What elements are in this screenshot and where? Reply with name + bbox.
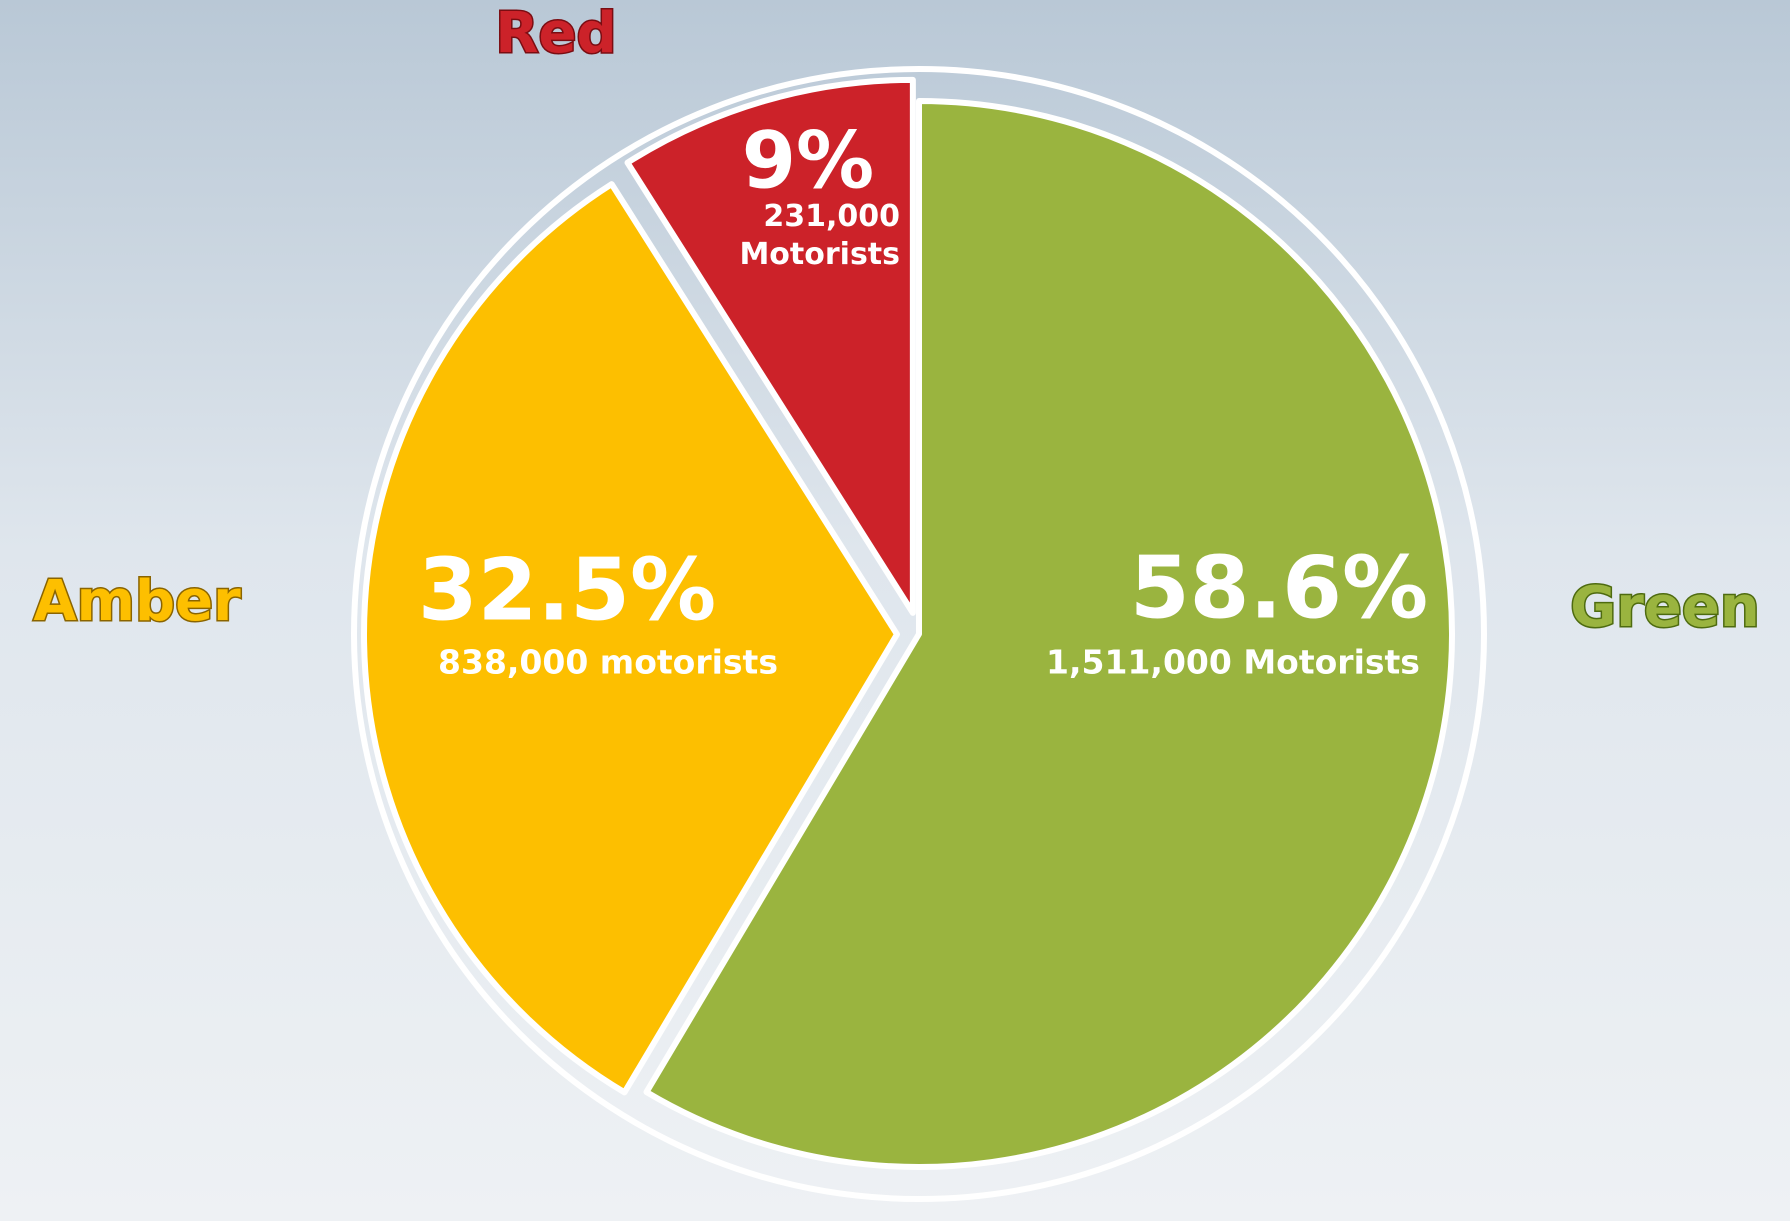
count-label: 838,000 motorists [438, 643, 778, 682]
legend-label: Amber [33, 569, 241, 634]
count-label-box: 231,000 Motorists [730, 198, 902, 288]
value-label: 9% [742, 116, 874, 206]
count-label: 231,000 Motorists [730, 198, 900, 274]
count-label: 1,511,000 Motorists [1046, 643, 1420, 682]
value-label: 32.5% [418, 540, 716, 640]
chart: 58.6% 1,511,000 Motorists Green 32.5%838,00… [0, 0, 1790, 1221]
value-label: 58.6% [1130, 538, 1428, 638]
page: 58.6% 1,511,000 Motorists Green 32.5%838,00… [0, 0, 1790, 1221]
legend-label: Red [495, 1, 616, 66]
legend-label: Green [1570, 575, 1759, 640]
